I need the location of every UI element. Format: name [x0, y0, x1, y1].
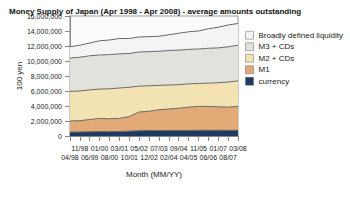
svg-text:02/04: 02/04	[160, 154, 178, 161]
svg-text:M1: M1	[259, 65, 271, 74]
svg-text:03/01: 03/01	[111, 145, 129, 152]
svg-text:06/06: 06/06	[200, 154, 218, 161]
svg-text:09/04: 09/04	[170, 145, 188, 152]
svg-text:Broadly defined liquidity: Broadly defined liquidity	[259, 31, 344, 40]
svg-text:07/03: 07/03	[150, 145, 168, 152]
svg-text:16,000,000: 16,000,000	[26, 12, 62, 20]
svg-text:M2 + CDs: M2 + CDs	[259, 54, 295, 63]
svg-text:12/02: 12/02	[140, 154, 158, 161]
svg-text:12,000,000: 12,000,000	[27, 43, 62, 50]
svg-text:2,000,000: 2,000,000	[31, 118, 62, 125]
svg-text:14,000,000: 14,000,000	[27, 28, 62, 35]
svg-text:Money Supply of Japan (Apr 199: Money Supply of Japan (Apr 1998 - Apr 20…	[9, 7, 301, 16]
svg-text:4,000,000: 4,000,000	[31, 103, 62, 110]
svg-text:01/07: 01/07	[209, 145, 227, 152]
svg-text:11/05: 11/05	[190, 145, 207, 152]
svg-text:05/02: 05/02	[130, 145, 148, 152]
svg-text:06/99: 06/99	[81, 154, 99, 161]
svg-text:08/07: 08/07	[219, 154, 237, 161]
svg-text:10,000,000: 10,000,000	[27, 58, 62, 65]
svg-text:Month (MM/YY): Month (MM/YY)	[126, 170, 182, 179]
svg-text:6,000,000: 6,000,000	[31, 88, 62, 95]
svg-text:currency: currency	[259, 77, 290, 86]
svg-text:04/05: 04/05	[180, 154, 198, 161]
svg-text:8,000,000: 8,000,000	[31, 73, 62, 80]
svg-text:03/08: 03/08	[229, 145, 247, 152]
svg-text:M3 + CDs: M3 + CDs	[259, 42, 295, 51]
svg-text:100 yen: 100 yen	[15, 62, 24, 90]
svg-text:10/01: 10/01	[120, 154, 138, 161]
svg-text:01/00: 01/00	[91, 145, 109, 152]
svg-text:0: 0	[58, 133, 62, 140]
svg-text:11/98: 11/98	[71, 145, 88, 152]
svg-text:08/00: 08/00	[101, 154, 119, 161]
svg-text:04/98: 04/98	[61, 154, 79, 161]
